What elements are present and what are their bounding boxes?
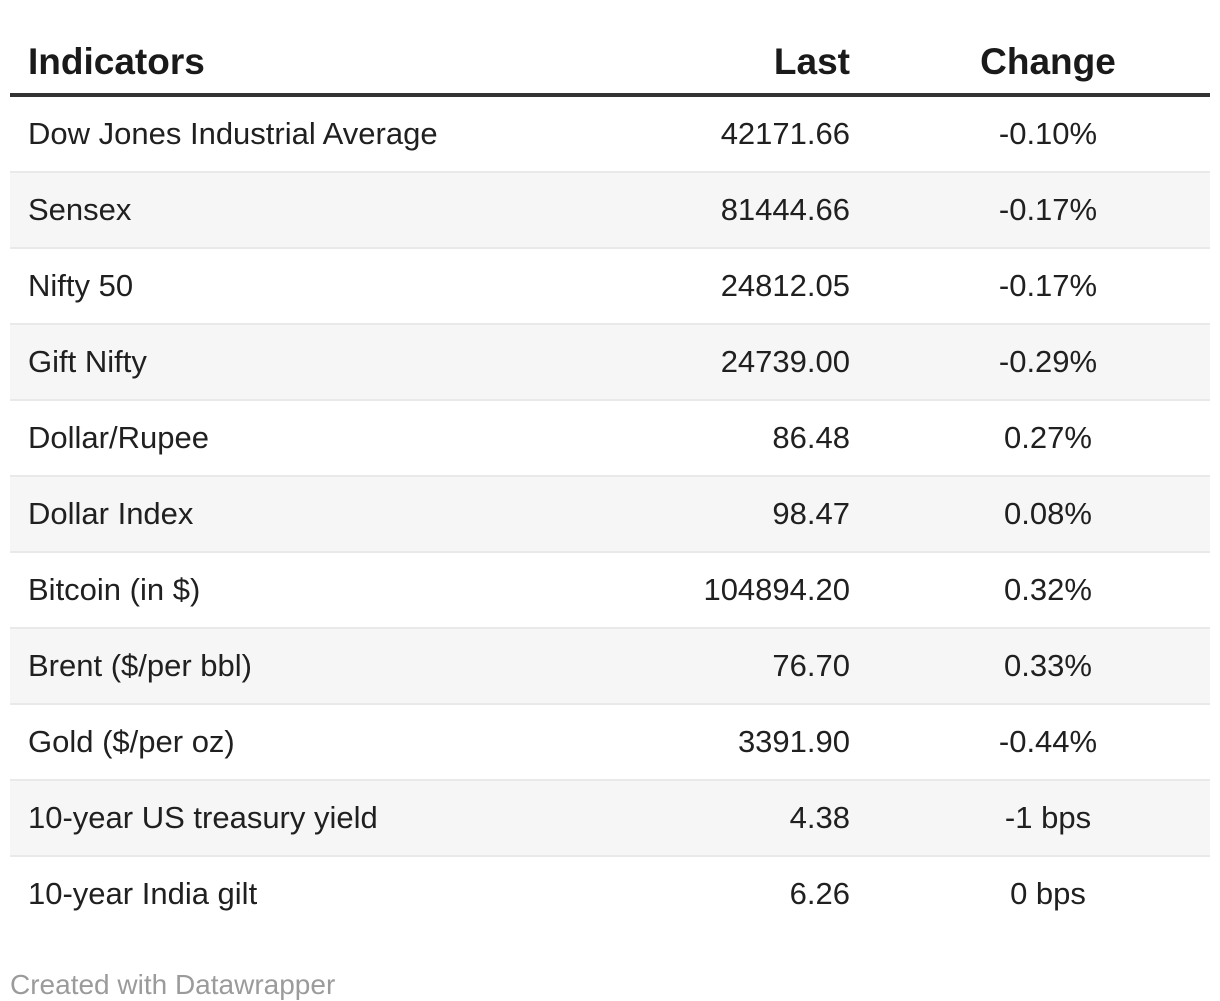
last-value-cell: 3391.90 [570, 703, 886, 780]
indicator-cell: Nifty 50 [10, 247, 570, 324]
last-value-cell: 24739.00 [570, 323, 886, 400]
change-value-cell: -1 bps [886, 779, 1210, 856]
column-header-last: Last [570, 30, 886, 97]
indicator-cell: Sensex [10, 171, 570, 248]
table-row: Nifty 50 24812.05 -0.17% [10, 247, 1210, 324]
table-row: Sensex 81444.66 -0.17% [10, 171, 1210, 248]
indicator-cell: 10-year US treasury yield [10, 779, 570, 856]
change-value-cell: -0.29% [886, 323, 1210, 400]
indicator-cell: Dow Jones Industrial Average [28, 116, 438, 151]
change-value-cell: -0.44% [886, 703, 1210, 780]
table-row: Bitcoin (in $) 104894.20 0.32% [10, 551, 1210, 628]
indicator-cell: Dollar/Rupee [10, 399, 570, 476]
change-value-cell: 0.33% [886, 627, 1210, 704]
indicator-cell: 10-year India gilt [10, 855, 570, 931]
last-value-cell: 76.70 [570, 627, 886, 704]
last-value-cell: 81444.66 [570, 171, 886, 248]
indicator-cell: Brent ($/per bbl) [10, 627, 570, 704]
last-value-cell: 42171.66 [720, 116, 850, 151]
table-row: Dollar Index 98.47 0.08% [10, 475, 1210, 552]
last-value-cell: 24812.05 [570, 247, 886, 324]
last-value-cell: 4.38 [570, 779, 886, 856]
change-value-cell: -0.17% [886, 171, 1210, 248]
table-row: 10-year India gilt 6.26 0 bps [10, 855, 1210, 931]
attribution-text: Created with Datawrapper [10, 969, 336, 1000]
indicator-cell: Bitcoin (in $) [10, 551, 570, 628]
indicator-cell: Gold ($/per oz) [10, 703, 570, 780]
change-value-cell: -0.10% [998, 116, 1098, 151]
change-value-cell: 0.32% [886, 551, 1210, 628]
table-row: Dollar/Rupee 86.48 0.27% [10, 399, 1210, 476]
change-value-cell: 0.08% [886, 475, 1210, 552]
last-value-cell: 104894.20 [570, 551, 886, 628]
indicator-cell: Gift Nifty [10, 323, 570, 400]
table-body: Dow Jones Industrial Average 42171.66 -0… [10, 95, 1210, 931]
last-value-cell: 98.47 [570, 475, 886, 552]
last-value-cell: 86.48 [570, 399, 886, 476]
table-row: Dow Jones Industrial Average 42171.66 -0… [10, 95, 1210, 172]
column-header-change: Change [886, 30, 1210, 97]
change-value-cell: 0 bps [886, 855, 1210, 931]
table-row: Gift Nifty 24739.00 -0.29% [10, 323, 1210, 400]
last-value-cell: 6.26 [570, 855, 886, 931]
indicator-cell: Dollar Index [10, 475, 570, 552]
change-value-cell: 0.27% [886, 399, 1210, 476]
column-header-indicators: Indicators [10, 30, 570, 97]
table-header-row: Indicators Last Change [10, 30, 1210, 97]
table-row: Gold ($/per oz) 3391.90 -0.44% [10, 703, 1210, 780]
change-value-cell: -0.17% [886, 247, 1210, 324]
table-row: Brent ($/per bbl) 76.70 0.33% [10, 627, 1210, 704]
table-row: 10-year US treasury yield 4.38 -1 bps [10, 779, 1210, 856]
indicators-table: Indicators Last Change Dow Jones Industr… [10, 30, 1210, 931]
